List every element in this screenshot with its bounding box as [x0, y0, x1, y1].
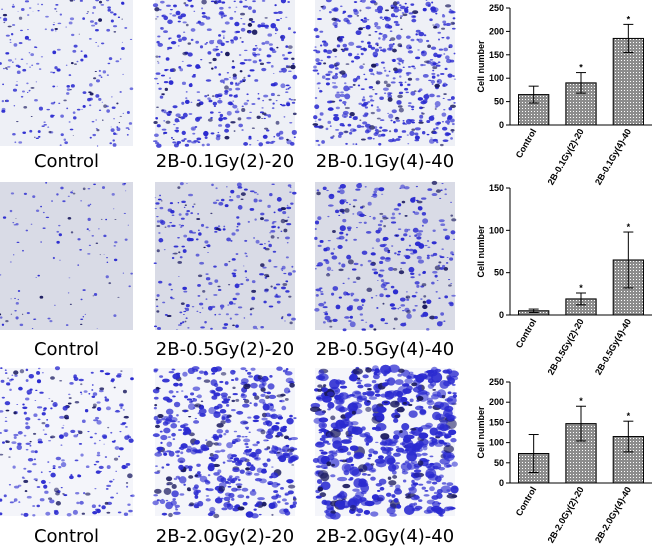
image-label: 2B-0.1Gy(4)-40: [316, 151, 454, 172]
micrograph-bg: [155, 0, 295, 146]
image-label: 2B-0.5Gy(2)-20: [156, 339, 294, 360]
y-tick-label: 200: [489, 397, 504, 407]
y-tick-label: 100: [489, 225, 504, 235]
y-tick-label: 0: [499, 120, 504, 130]
y-tick-label: 150: [489, 417, 504, 427]
y-tick-label: 100: [489, 73, 504, 83]
x-tick-label: 2B-0.5Gy(4)-40: [593, 317, 633, 377]
micrograph: [0, 182, 133, 330]
micrograph: [153, 182, 297, 330]
y-tick-label: 50: [494, 268, 504, 278]
micrograph: [310, 364, 459, 520]
error-bar: [576, 405, 586, 442]
micrograph-bg: [0, 182, 133, 330]
error-bar: [528, 85, 539, 104]
y-tick-label: 0: [499, 310, 504, 320]
image-label: Control: [34, 526, 99, 547]
x-tick-label: 2B-0.5Gy(2)-20: [546, 317, 586, 377]
x-tick-label: 2B-0.1Gy(4)-40: [593, 127, 633, 187]
significance-mark: *: [627, 222, 631, 232]
error-bar: [528, 308, 539, 313]
micrograph: [314, 180, 457, 332]
significance-mark: *: [579, 283, 583, 293]
image-label: 2B-2.0Gy(2)-20: [156, 526, 294, 547]
error-bar: [623, 420, 634, 453]
significance-mark: *: [579, 396, 583, 406]
significance-mark: *: [627, 14, 631, 24]
significance-mark: *: [579, 63, 583, 73]
y-tick-label: 0: [499, 478, 504, 488]
micrograph-bg: [0, 0, 133, 146]
micrograph: [0, 0, 134, 147]
y-tick-label: 100: [489, 438, 504, 448]
error-bar: [623, 23, 634, 53]
y-tick-label: 250: [489, 3, 504, 13]
y-tick-label: 150: [489, 50, 504, 60]
micrograph: [152, 366, 299, 519]
y-axis-label: Cell number: [476, 225, 486, 278]
y-tick-label: 150: [489, 183, 504, 193]
significance-mark: *: [627, 411, 631, 421]
micrograph-bg: [315, 0, 455, 146]
x-tick-label: 2B-0.1Gy(2)-20: [546, 127, 586, 187]
x-tick-label: Control: [514, 485, 539, 518]
y-tick-label: 250: [489, 377, 504, 387]
x-tick-label: 2B-2.0Gy(2)-20: [546, 485, 586, 545]
micrograph: [0, 366, 135, 517]
micrograph-bg: [155, 182, 295, 330]
error-bar: [528, 434, 539, 473]
y-tick-label: 50: [494, 458, 504, 468]
x-tick-label: Control: [514, 317, 539, 350]
micrograph-bg: [0, 368, 133, 516]
image-label: 2B-0.5Gy(4)-40: [316, 339, 454, 360]
y-tick-label: 50: [494, 97, 504, 107]
image-label: 2B-0.1Gy(2)-20: [156, 151, 294, 172]
y-tick-label: 200: [489, 26, 504, 36]
x-tick-label: 2B-2.0Gy(4)-40: [593, 485, 633, 545]
error-bar: [576, 72, 586, 94]
micrograph: [312, 0, 457, 147]
image-label: Control: [34, 151, 99, 172]
image-label: Control: [34, 339, 99, 360]
error-bar: [576, 292, 586, 306]
error-bar: [623, 231, 634, 289]
y-axis-label: Cell number: [476, 406, 486, 459]
micrograph: [152, 0, 298, 148]
y-axis-label: Cell number: [476, 40, 486, 93]
x-tick-label: Control: [514, 127, 539, 160]
image-label: 2B-2.0Gy(4)-40: [316, 526, 454, 547]
